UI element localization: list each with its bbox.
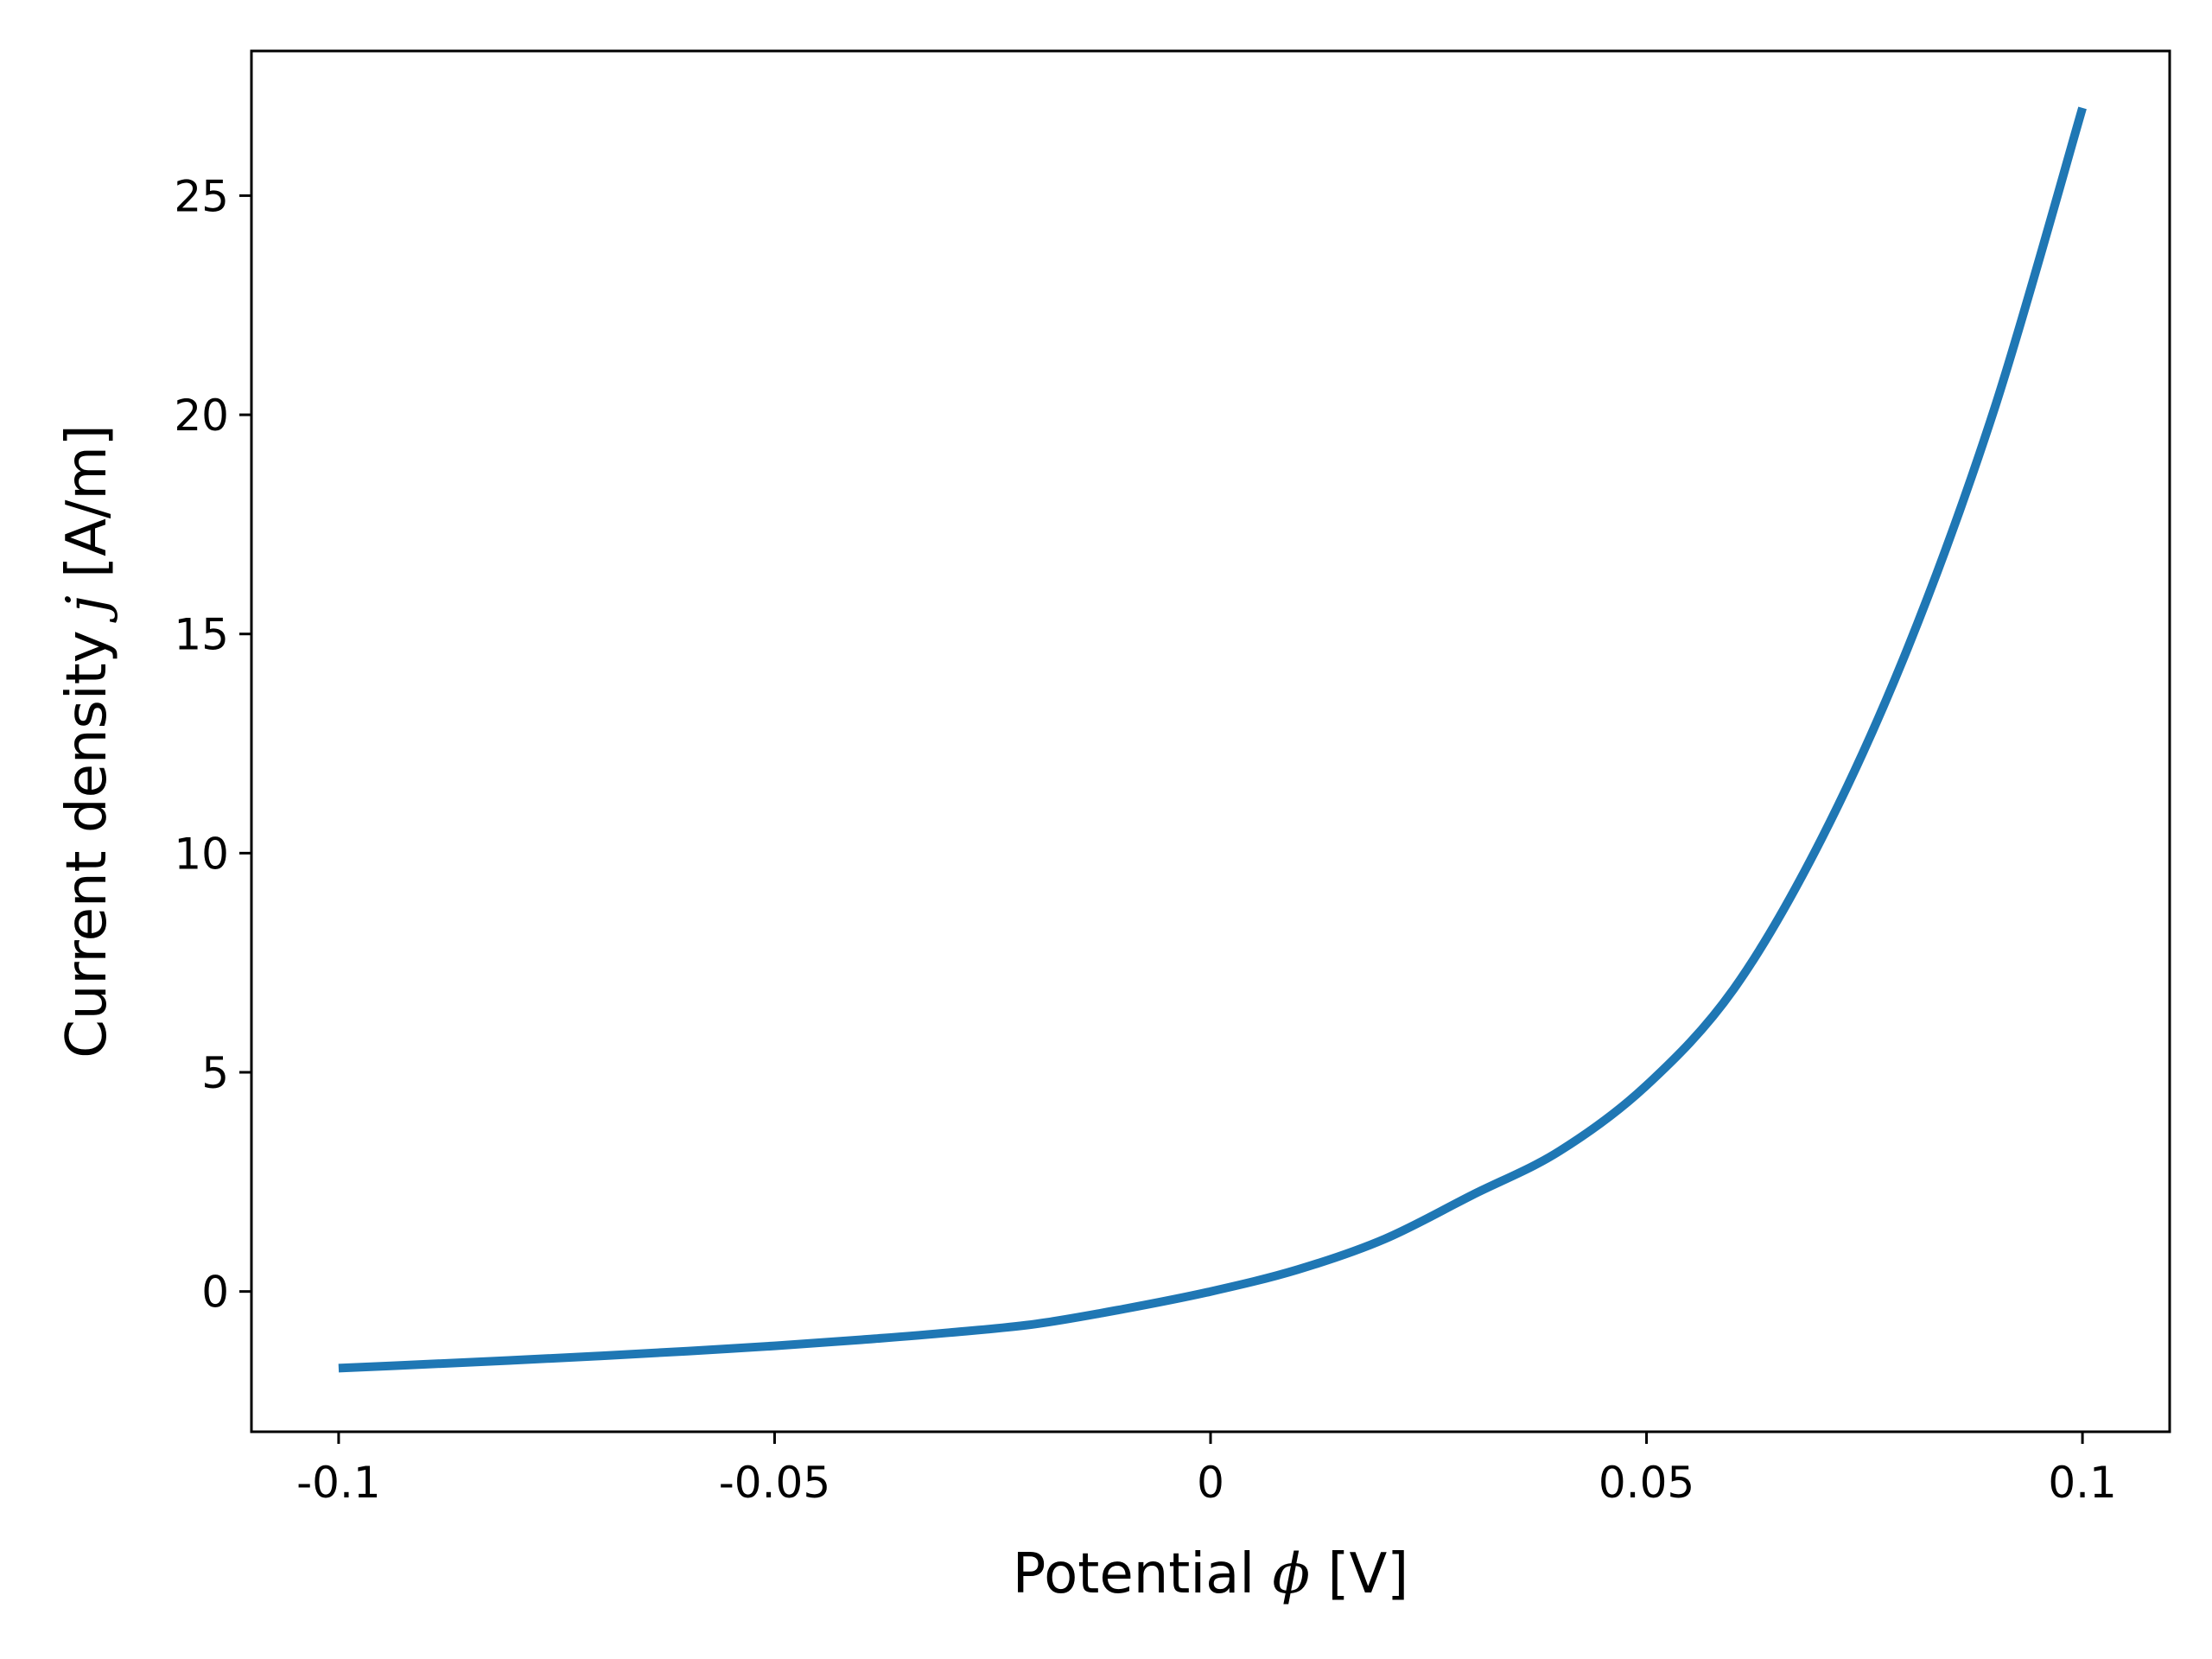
x-axis-ticks: -0.1 -0.05 0 0.05 0.1 xyxy=(296,1432,2117,1508)
y-axis-label: Current density j [A/m] xyxy=(55,424,119,1058)
x-tick-label: -0.1 xyxy=(296,1458,381,1508)
y-tick-label: 25 xyxy=(174,171,229,221)
y-tick-label: 0 xyxy=(201,1268,229,1318)
plot-frame xyxy=(250,49,2171,1433)
y-tick-label: 15 xyxy=(174,610,229,660)
y-tick-label: 20 xyxy=(174,391,229,441)
x-axis-label: Potential ϕ [V] xyxy=(1013,1542,1408,1606)
y-axis-ticks: 0 5 10 15 20 25 xyxy=(174,171,251,1318)
x-tick-label: -0.05 xyxy=(719,1458,830,1508)
series-layer xyxy=(338,106,2087,1373)
x-tick-label: 0.1 xyxy=(2048,1458,2117,1508)
y-tick-label: 10 xyxy=(174,829,229,879)
x-tick-label: 0.05 xyxy=(1599,1458,1694,1508)
series-line-0 xyxy=(338,106,2087,1373)
x-tick-label: 0 xyxy=(1197,1458,1224,1508)
y-tick-label: 5 xyxy=(201,1048,229,1098)
